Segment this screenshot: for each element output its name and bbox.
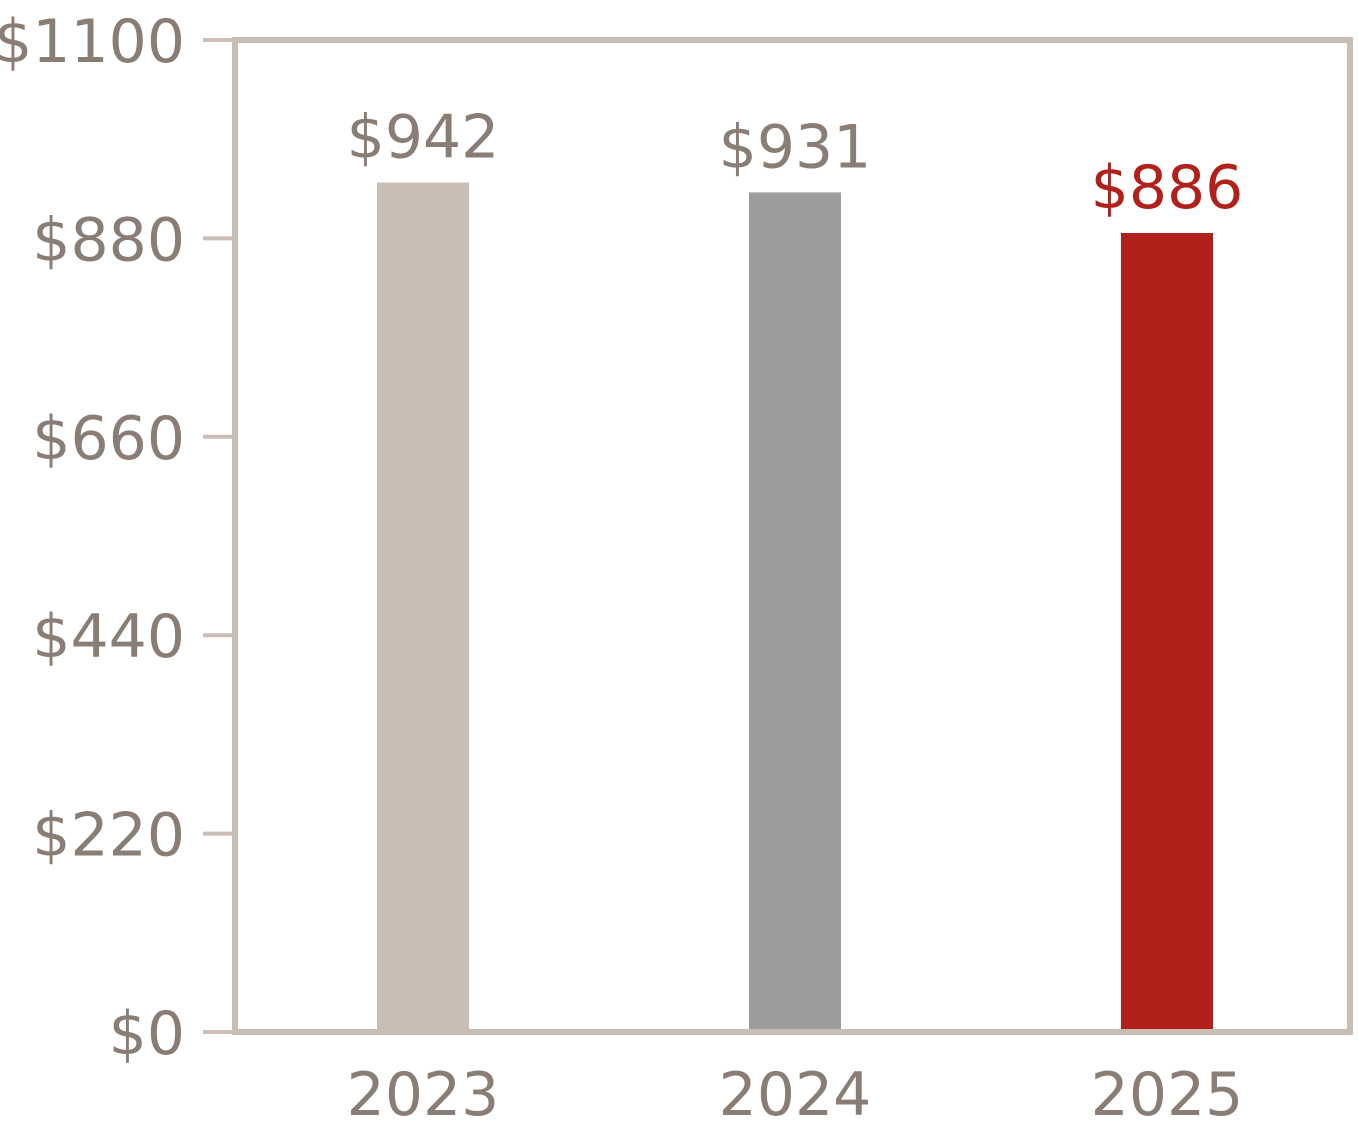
y-tick-label: $220 (32, 801, 185, 871)
value-label: $931 (719, 112, 872, 182)
x-category-label: 2023 (347, 1060, 500, 1125)
y-tick-label: $880 (32, 205, 185, 275)
bar-2024 (749, 192, 841, 1032)
value-label: $886 (1091, 153, 1244, 223)
y-axis-ticks: $0 $220 $440 $660 $880 $1100 (0, 7, 235, 1069)
y-tick-label: $0 (109, 999, 185, 1069)
x-category-label: 2024 (719, 1060, 872, 1125)
x-axis-labels: 2023 2024 2025 (347, 1060, 1244, 1125)
plot-frame (232, 37, 1353, 1035)
y-tick-label: $1100 (0, 7, 185, 77)
bar-2025 (1121, 232, 1213, 1033)
bars: $942 $931 $886 (347, 102, 1244, 1033)
y-tick-label: $440 (32, 602, 185, 672)
value-label: $942 (347, 102, 500, 172)
y-tick-label: $660 (32, 404, 185, 474)
bar-2023 (377, 182, 469, 1032)
x-category-label: 2025 (1091, 1060, 1244, 1125)
